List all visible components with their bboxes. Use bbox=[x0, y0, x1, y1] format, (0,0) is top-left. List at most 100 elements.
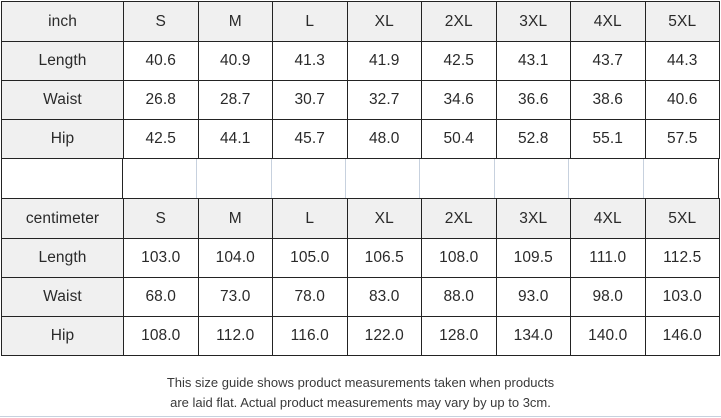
cell-hip-m: 44.1 bbox=[197, 119, 273, 159]
size-table-centimeter: centimeter S M L XL 2XL 3XL 4XL 5XL Leng… bbox=[1, 198, 720, 356]
cell-hip-xl: 48.0 bbox=[346, 119, 422, 159]
cell-waist-xl: 83.0 bbox=[346, 277, 422, 317]
size-table-centimeter-header: centimeter S M L XL 2XL 3XL 4XL 5XL bbox=[1, 198, 720, 239]
cell-hip-s: 108.0 bbox=[123, 316, 199, 356]
cell-length-l: 105.0 bbox=[272, 238, 348, 278]
size-header-m: M bbox=[197, 1, 273, 42]
size-header-m: M bbox=[197, 198, 273, 239]
table-header-row: centimeter S M L XL 2XL 3XL 4XL 5XL bbox=[1, 198, 720, 239]
cell-hip-s: 42.5 bbox=[123, 119, 199, 159]
cell-waist-m: 28.7 bbox=[197, 80, 273, 120]
size-header-xl: XL bbox=[346, 198, 422, 239]
cell-waist-l: 30.7 bbox=[272, 80, 348, 120]
table-row: Length 40.6 40.9 41.3 41.9 42.5 43.1 43.… bbox=[1, 41, 720, 81]
cell-hip-4xl: 55.1 bbox=[570, 119, 646, 159]
size-guide-note: This size guide shows product measuremen… bbox=[0, 356, 721, 417]
spacer-cell bbox=[569, 159, 644, 198]
cell-hip-m: 112.0 bbox=[197, 316, 273, 356]
cell-hip-2xl: 50.4 bbox=[421, 119, 497, 159]
size-header-4xl: 4XL bbox=[570, 198, 646, 239]
row-label-length: Length bbox=[1, 238, 124, 278]
cell-waist-4xl: 98.0 bbox=[570, 277, 646, 317]
size-header-5xl: 5XL bbox=[644, 198, 720, 239]
cell-length-l: 41.3 bbox=[272, 41, 348, 81]
row-label-length: Length bbox=[1, 41, 124, 81]
spacer-cell bbox=[346, 159, 421, 198]
spacer-cell bbox=[420, 159, 495, 198]
table-spacer-row bbox=[1, 159, 719, 198]
row-label-hip: Hip bbox=[1, 316, 124, 356]
size-table-centimeter-body: Length 103.0 104.0 105.0 106.5 108.0 109… bbox=[1, 238, 720, 356]
cell-waist-3xl: 36.6 bbox=[495, 80, 571, 120]
spacer-cell bbox=[197, 159, 272, 198]
cell-length-2xl: 108.0 bbox=[421, 238, 497, 278]
cell-hip-l: 116.0 bbox=[272, 316, 348, 356]
cell-length-s: 103.0 bbox=[123, 238, 199, 278]
size-header-xl: XL bbox=[346, 1, 422, 42]
cell-waist-2xl: 34.6 bbox=[421, 80, 497, 120]
cell-length-5xl: 44.3 bbox=[644, 41, 720, 81]
size-table-inch-header: inch S M L XL 2XL 3XL 4XL 5XL bbox=[1, 1, 720, 42]
cell-length-3xl: 109.5 bbox=[495, 238, 571, 278]
unit-header-centimeter: centimeter bbox=[1, 198, 124, 239]
spacer-cell bbox=[495, 159, 570, 198]
spacer-cell bbox=[123, 159, 198, 198]
cell-waist-m: 73.0 bbox=[197, 277, 273, 317]
cell-waist-l: 78.0 bbox=[272, 277, 348, 317]
cell-waist-4xl: 38.6 bbox=[570, 80, 646, 120]
table-row: Hip 108.0 112.0 116.0 122.0 128.0 134.0 … bbox=[1, 316, 720, 356]
size-table-inch-body: Length 40.6 40.9 41.3 41.9 42.5 43.1 43.… bbox=[1, 41, 720, 159]
size-table-inch: inch S M L XL 2XL 3XL 4XL 5XL Length 40.… bbox=[1, 1, 720, 159]
cell-hip-5xl: 146.0 bbox=[644, 316, 720, 356]
cell-hip-2xl: 128.0 bbox=[421, 316, 497, 356]
cell-hip-3xl: 52.8 bbox=[495, 119, 571, 159]
size-header-l: L bbox=[272, 198, 348, 239]
table-header-row: inch S M L XL 2XL 3XL 4XL 5XL bbox=[1, 1, 720, 42]
table-row: Waist 68.0 73.0 78.0 83.0 88.0 93.0 98.0… bbox=[1, 277, 720, 317]
cell-waist-s: 68.0 bbox=[123, 277, 199, 317]
bottom-divider bbox=[0, 416, 721, 417]
row-label-waist: Waist bbox=[1, 277, 124, 317]
cell-length-s: 40.6 bbox=[123, 41, 199, 81]
size-header-s: S bbox=[123, 1, 199, 42]
size-header-5xl: 5XL bbox=[644, 1, 720, 42]
cell-waist-s: 26.8 bbox=[123, 80, 199, 120]
spacer-label-cell bbox=[2, 159, 123, 198]
cell-hip-4xl: 140.0 bbox=[570, 316, 646, 356]
spacer-cell bbox=[644, 159, 718, 198]
cell-hip-5xl: 57.5 bbox=[644, 119, 720, 159]
cell-length-2xl: 42.5 bbox=[421, 41, 497, 81]
note-line-2: are laid flat. Actual product measuremen… bbox=[170, 394, 551, 410]
size-header-2xl: 2XL bbox=[421, 1, 497, 42]
cell-waist-5xl: 40.6 bbox=[644, 80, 720, 120]
spacer-cell bbox=[272, 159, 346, 198]
size-header-s: S bbox=[123, 198, 199, 239]
cell-length-xl: 41.9 bbox=[346, 41, 422, 81]
size-header-2xl: 2XL bbox=[421, 198, 497, 239]
table-row: Waist 26.8 28.7 30.7 32.7 34.6 36.6 38.6… bbox=[1, 80, 720, 120]
size-header-4xl: 4XL bbox=[570, 1, 646, 42]
size-header-l: L bbox=[272, 1, 348, 42]
cell-hip-xl: 122.0 bbox=[346, 316, 422, 356]
cell-hip-l: 45.7 bbox=[272, 119, 348, 159]
row-label-waist: Waist bbox=[1, 80, 124, 120]
cell-waist-xl: 32.7 bbox=[346, 80, 422, 120]
cell-length-4xl: 111.0 bbox=[570, 238, 646, 278]
cell-length-m: 40.9 bbox=[197, 41, 273, 81]
row-label-hip: Hip bbox=[1, 119, 124, 159]
cell-waist-2xl: 88.0 bbox=[421, 277, 497, 317]
cell-length-3xl: 43.1 bbox=[495, 41, 571, 81]
cell-waist-3xl: 93.0 bbox=[495, 277, 571, 317]
cell-waist-5xl: 103.0 bbox=[644, 277, 720, 317]
cell-length-m: 104.0 bbox=[197, 238, 273, 278]
cell-length-4xl: 43.7 bbox=[570, 41, 646, 81]
table-row: Length 103.0 104.0 105.0 106.5 108.0 109… bbox=[1, 238, 720, 278]
size-header-3xl: 3XL bbox=[495, 1, 571, 42]
note-line-1: This size guide shows product measuremen… bbox=[166, 374, 555, 390]
cell-hip-3xl: 134.0 bbox=[495, 316, 571, 356]
size-header-3xl: 3XL bbox=[495, 198, 571, 239]
table-row: Hip 42.5 44.1 45.7 48.0 50.4 52.8 55.1 5… bbox=[1, 119, 720, 159]
cell-length-5xl: 112.5 bbox=[644, 238, 720, 278]
unit-header-inch: inch bbox=[1, 1, 124, 42]
